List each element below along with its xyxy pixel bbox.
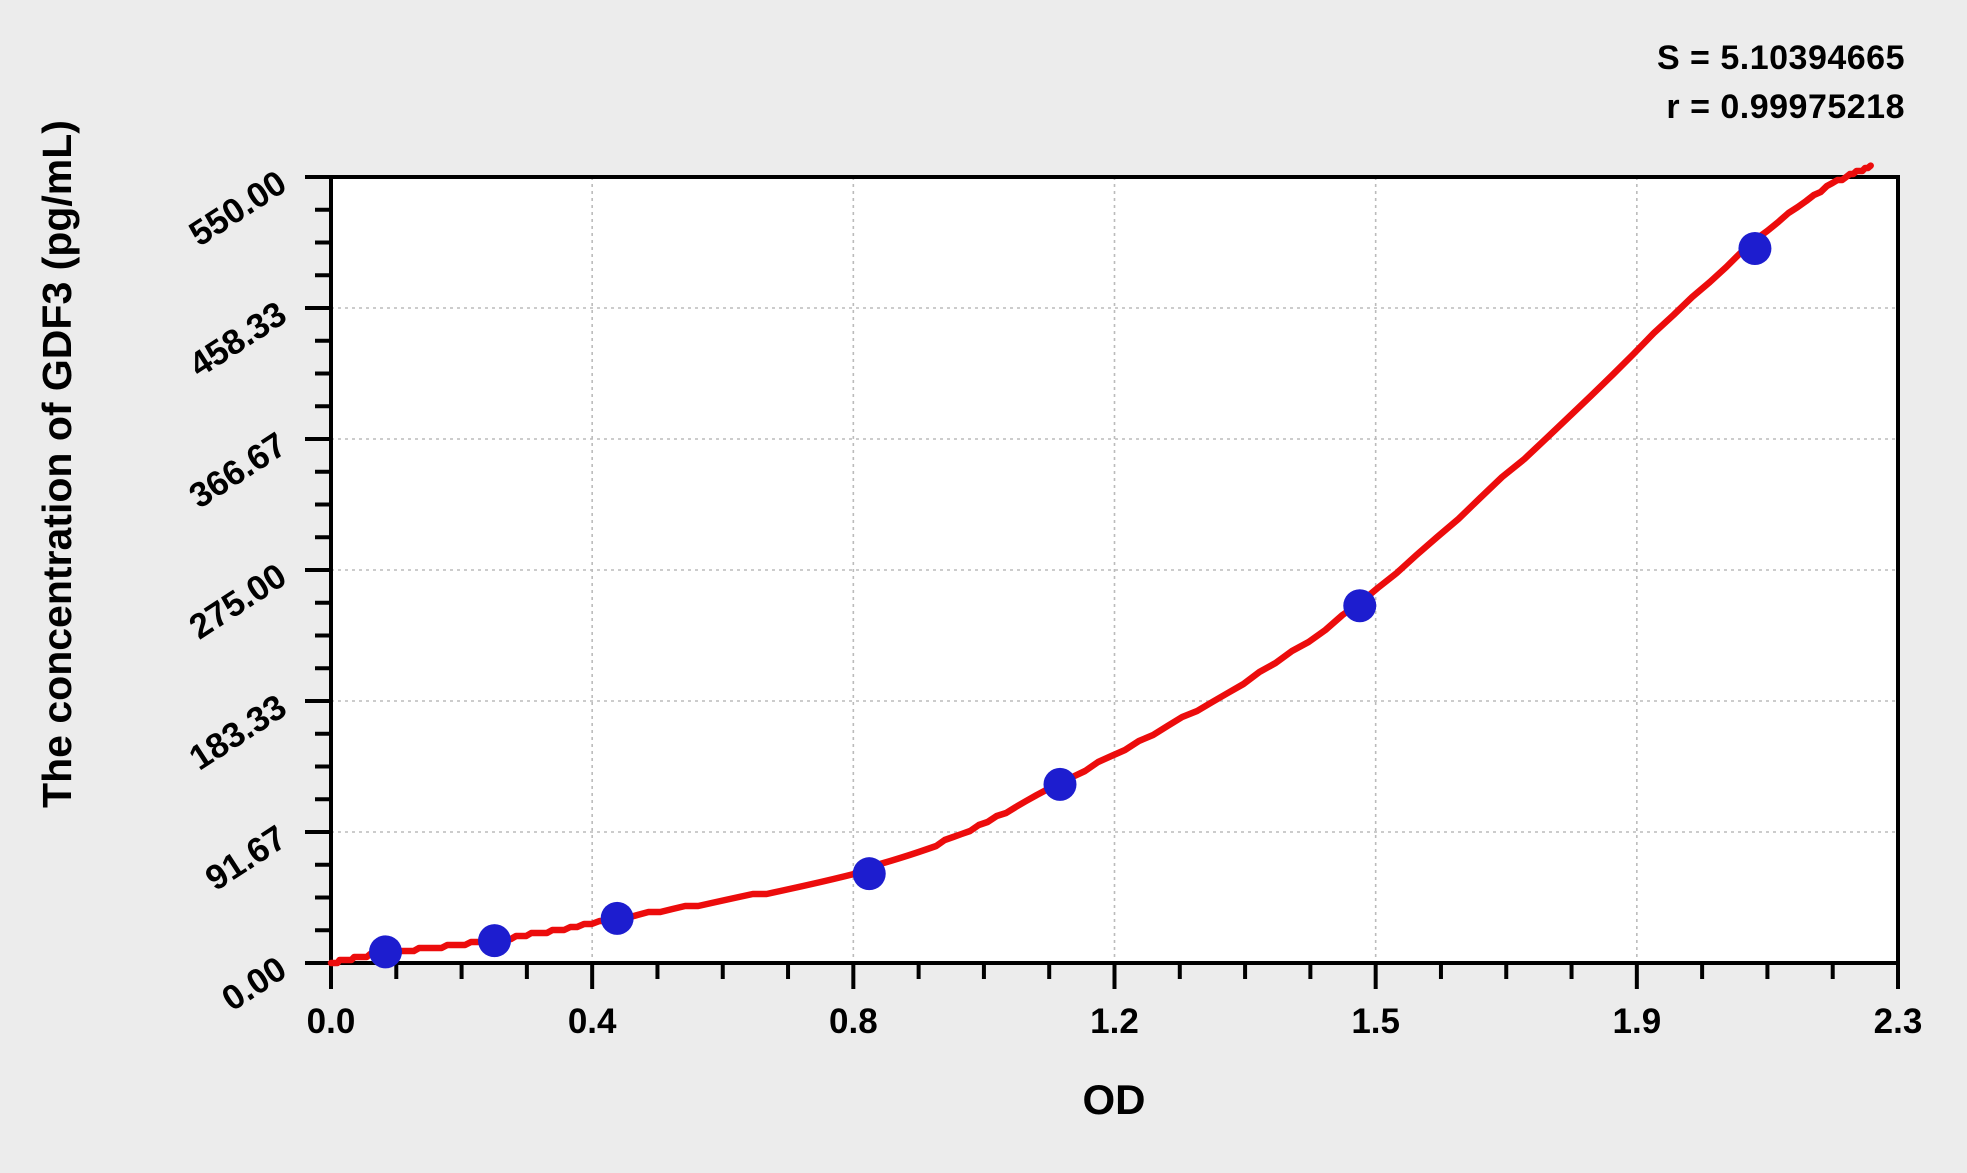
- y-tick-label: 91.67: [199, 818, 294, 898]
- fit-statistics: S = 5.10394665 r = 0.99975218: [1657, 34, 1905, 132]
- data-point: [478, 924, 512, 958]
- data-point: [600, 901, 634, 935]
- y-tick-label: 458.33: [182, 294, 293, 385]
- x-tick-label: 1.9: [1613, 1002, 1662, 1041]
- x-tick-label: 1.2: [1090, 1002, 1139, 1041]
- x-tick-label: 1.5: [1351, 1002, 1400, 1041]
- y-tick-label: 0.00: [215, 949, 293, 1019]
- y-tick-label: 183.33: [182, 687, 293, 778]
- data-point: [1043, 767, 1077, 801]
- data-point: [1738, 231, 1772, 265]
- y-axis-title: The concentration of GDF3 (pg/mL): [34, 120, 80, 808]
- x-axis-title: OD: [1082, 1076, 1146, 1123]
- data-point: [1343, 589, 1377, 623]
- s-value-text: S = 5.10394665: [1656, 39, 1905, 77]
- y-tick-label: 275.00: [182, 556, 293, 647]
- x-tick-label: 0.4: [568, 1002, 617, 1041]
- x-tick-label: 0.0: [307, 1002, 356, 1041]
- plot-frame: [329, 175, 1900, 965]
- r-value-text: r = 0.99975218: [1666, 88, 1905, 126]
- y-tick-label: 366.67: [182, 425, 293, 516]
- x-tick-label: 2.3: [1874, 1002, 1923, 1041]
- data-point: [369, 935, 403, 969]
- y-tick-label: 550.00: [182, 163, 293, 254]
- x-tick-label: 0.8: [829, 1002, 878, 1041]
- data-point: [852, 857, 886, 891]
